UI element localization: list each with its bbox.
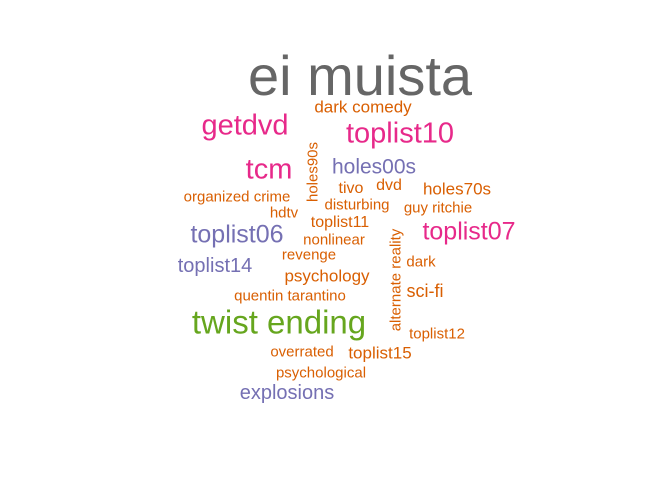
word-getdvd: getdvd (201, 109, 289, 142)
word-alternate-reality: alternate reality (387, 228, 405, 332)
word-hdtv: hdtv (269, 204, 299, 222)
word-ei-muista: ei muista (247, 44, 473, 107)
word-toplist12: toplist12 (409, 325, 465, 343)
word-toplist10: toplist10 (345, 117, 455, 150)
word-psychology: psychology (284, 266, 370, 286)
word-toplist15: toplist15 (348, 343, 412, 363)
word-holes90s: holes90s (304, 141, 322, 203)
word-tcm: tcm (245, 153, 293, 186)
word-toplist11: toplist11 (310, 214, 370, 231)
word-guy-ritchie: guy ritchie (403, 199, 473, 217)
word-toplist06: toplist06 (190, 220, 284, 249)
word-toplist07: toplist07 (422, 217, 516, 246)
word-overrated: overrated (270, 343, 334, 361)
word-holes70s: holes70s (422, 179, 492, 199)
word-sci-fi: sci-fi (406, 281, 444, 301)
word-tivo: tivo (338, 180, 364, 197)
word-dvd: dvd (376, 177, 402, 194)
word-revenge: revenge (281, 246, 337, 264)
word-dark: dark (406, 253, 436, 271)
word-twist-ending: twist ending (191, 303, 367, 341)
word-holes00s: holes00s (331, 155, 417, 179)
word-disturbing: disturbing (324, 196, 390, 214)
word-nonlinear: nonlinear (303, 231, 365, 249)
word-dark-comedy: dark comedy (314, 97, 412, 117)
word-organized-crime: organized crime (183, 188, 291, 206)
word-quentin-tarantino: quentin tarantino (234, 287, 346, 305)
word-psychological: psychological (275, 364, 367, 382)
word-explosions: explosions (239, 382, 335, 404)
word-toplist14: toplist14 (177, 255, 253, 277)
